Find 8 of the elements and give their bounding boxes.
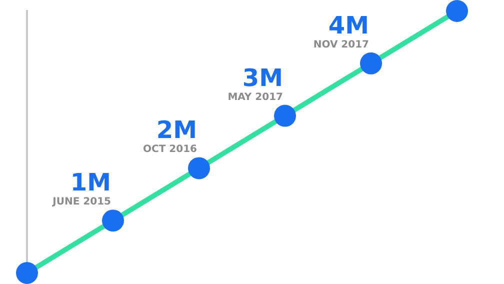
x-tick-label: OCT 2016 [143,144,198,156]
text: 2M [156,116,197,144]
text: 3M [242,64,283,92]
text: 4M [328,11,369,40]
x-tick-label: NOV 2017 [313,39,370,50]
x-tick-label: JUNE 2015 [52,196,112,208]
text: 1M [70,168,111,197]
x-tick-label: MAY 2017 [228,92,284,103]
